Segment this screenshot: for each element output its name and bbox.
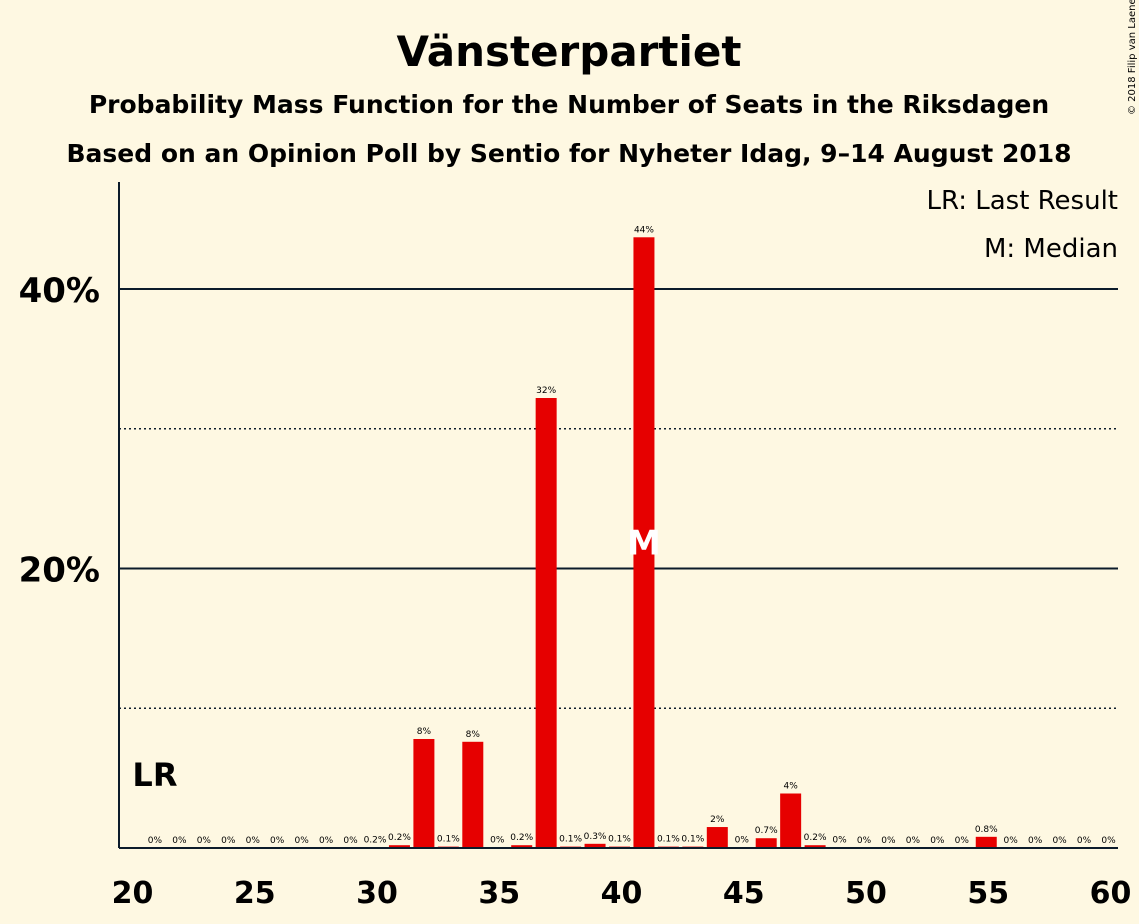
x-tick-labels: 20 25 30 35 40 45 50 55 60 — [112, 876, 1132, 911]
legend-median: M: Median — [984, 234, 1118, 264]
data-label-seat-26: 0% — [270, 836, 285, 846]
data-label-seat-25: 0% — [246, 836, 261, 846]
data-label-seat-52: 0% — [906, 836, 921, 846]
x-tick-label-30: 30 — [356, 876, 398, 911]
data-label-seat-39: 0.3% — [584, 832, 607, 842]
data-label-seat-47: 4% — [784, 781, 799, 791]
data-label-seat-54: 0% — [955, 836, 970, 846]
bar-seat-34 — [462, 741, 484, 848]
x-tick-label-20: 20 — [112, 876, 154, 911]
data-label-seat-29: 0% — [343, 836, 358, 846]
bar-seat-55 — [975, 836, 997, 848]
bar-seat-41 — [633, 237, 655, 849]
x-tick-label-35: 35 — [478, 876, 520, 911]
data-label-seat-53: 0% — [930, 836, 945, 846]
data-label-seat-59: 0% — [1077, 836, 1092, 846]
chart-subtitle-2: Based on an Opinion Poll by Sentio for N… — [66, 139, 1071, 168]
data-label-seat-34: 8% — [466, 730, 481, 740]
data-label-seat-43: 0.1% — [681, 835, 704, 845]
y-tick-label-40: 40% — [19, 271, 100, 311]
x-tick-label-25: 25 — [234, 876, 276, 911]
data-label-seat-37: 32% — [536, 386, 556, 396]
bar-seat-48 — [804, 845, 826, 848]
y-tick-label-20: 20% — [19, 551, 100, 591]
data-label-seat-44: 2% — [710, 815, 725, 825]
data-label-seat-58: 0% — [1052, 836, 1067, 846]
chart-title: Vänsterpartiet — [397, 27, 742, 76]
data-label-seat-30: 0.2% — [364, 835, 387, 845]
x-tick-label-55: 55 — [967, 876, 1009, 911]
median-marker: M — [627, 524, 661, 564]
bar-seat-37 — [535, 398, 557, 848]
bar-seat-32 — [413, 738, 435, 848]
data-label-seat-51: 0% — [881, 836, 896, 846]
data-label-seat-24: 0% — [221, 836, 236, 846]
bar-seat-36 — [511, 845, 533, 848]
data-label-seat-57: 0% — [1028, 836, 1043, 846]
x-tick-label-40: 40 — [601, 876, 643, 911]
y-tick-labels: 20% 40% — [19, 271, 100, 591]
data-label-seat-22: 0% — [172, 836, 187, 846]
data-label-seat-48: 0.2% — [804, 833, 827, 843]
last-result-marker: LR — [132, 756, 177, 794]
data-label-seat-46: 0.7% — [755, 826, 778, 836]
gridlines — [119, 288, 1118, 709]
data-label-seat-40: 0.1% — [608, 835, 631, 845]
data-label-seat-42: 0.1% — [657, 835, 680, 845]
data-label-seat-36: 0.2% — [510, 833, 533, 843]
data-label-seat-32: 8% — [417, 727, 432, 737]
x-tick-label-45: 45 — [723, 876, 765, 911]
data-label-seat-56: 0% — [1004, 836, 1019, 846]
data-label-seat-60: 0% — [1101, 836, 1116, 846]
data-label-seat-27: 0% — [295, 836, 310, 846]
data-label-seat-28: 0% — [319, 836, 334, 846]
data-label-seat-49: 0% — [832, 836, 847, 846]
x-tick-label-60: 60 — [1090, 876, 1132, 911]
bars — [364, 237, 997, 849]
data-label-seat-23: 0% — [197, 836, 212, 846]
copyright-notice: © 2018 Filip van Laenen — [1127, 0, 1138, 115]
data-label-seat-38: 0.1% — [559, 835, 582, 845]
legend-last-result: LR: Last Result — [926, 186, 1118, 216]
bar-seat-31 — [388, 845, 410, 848]
bar-seat-47 — [780, 793, 802, 848]
bar-seat-39 — [584, 843, 606, 848]
data-label-seat-33: 0.1% — [437, 835, 460, 845]
data-label-seat-35: 0% — [490, 836, 505, 846]
bar-seat-44 — [706, 827, 728, 848]
data-label-seat-55: 0.8% — [975, 825, 998, 835]
chart-subtitle-1: Probability Mass Function for the Number… — [89, 90, 1049, 119]
x-tick-label-50: 50 — [845, 876, 887, 911]
data-label-seat-45: 0% — [735, 836, 750, 846]
data-label-seat-21: 0% — [148, 836, 163, 846]
data-label-seat-50: 0% — [857, 836, 872, 846]
data-labels: 0% 0% 0% 0% 0% 0% 0% 0% 0% 0.2% 0.2%8%0.1%8%0% 0.2%… — [148, 225, 1116, 846]
bar-seat-46 — [755, 838, 777, 848]
data-label-seat-31: 0.2% — [388, 833, 411, 843]
data-label-seat-41: 44% — [634, 225, 654, 235]
